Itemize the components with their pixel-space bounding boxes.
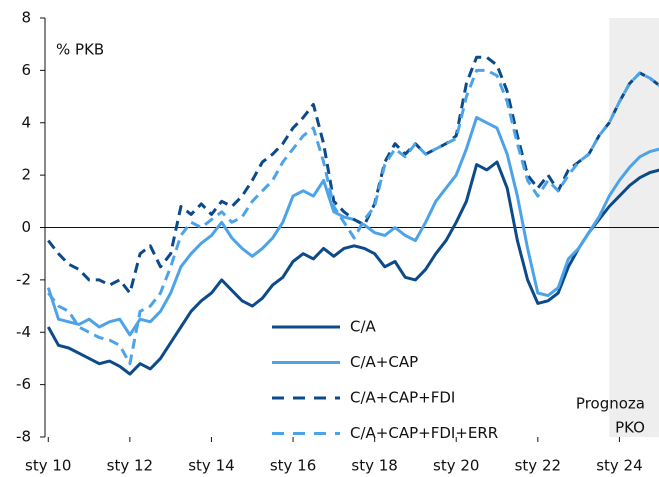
x-tick-label: sty 10 [25,457,71,475]
legend-label: C/A+CAP+FDI [350,389,455,407]
x-tick-label: sty 16 [270,457,316,475]
y-tick-label: -4 [16,323,31,341]
series-line [47,68,659,366]
y-tick-label: -6 [16,375,31,393]
forecast-label: Prognoza [576,395,645,413]
y-tick-label: 8 [21,9,31,27]
y-tick-label: -8 [16,428,31,446]
y-axis-label: % PKB [56,41,104,59]
x-tick-label: sty 24 [596,457,642,475]
legend-label: C/A+CAP [350,353,418,371]
y-tick-label: -2 [16,270,31,288]
x-tick-label: sty 20 [433,457,479,475]
series-line [47,55,659,295]
x-tick-label: sty 14 [188,457,234,475]
x-tick-label: sty 12 [107,457,153,475]
y-tick-label: 0 [21,218,31,236]
y-tick-label: 6 [21,61,31,79]
y-tick-label: 4 [21,113,31,131]
series-line [46,160,659,376]
series-line [46,116,659,337]
legend-label: C/A [350,318,377,336]
forecast-label: PKO [615,419,645,437]
y-tick-label: 2 [21,166,31,184]
legend-label: C/A+CAP+FDI+ERR [350,424,498,442]
x-tick-label: sty 22 [515,457,561,475]
x-tick-label: sty 18 [351,457,397,475]
